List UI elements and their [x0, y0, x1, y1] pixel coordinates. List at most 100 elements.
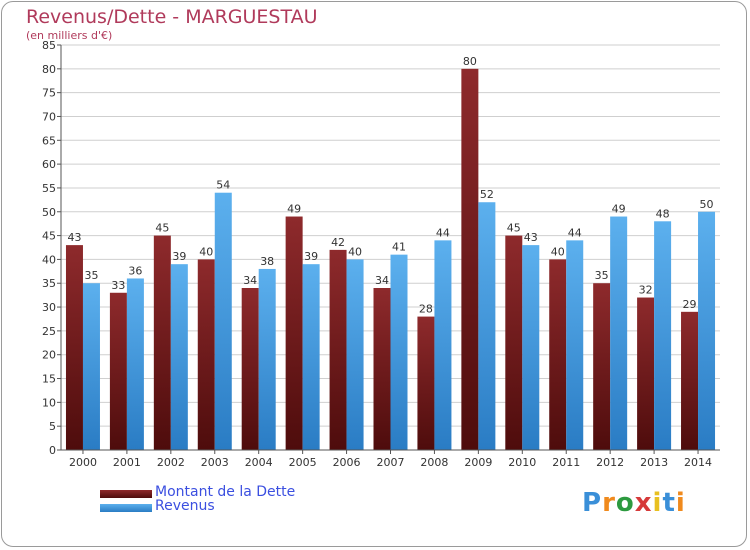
data-label-revenue-2014: 50: [700, 198, 714, 211]
data-label-revenue-2004: 38: [260, 255, 274, 268]
x-tick-label-2011: 2011: [552, 456, 580, 469]
y-axis: 0 5 10 15 20 25 30 35 40 45 50 55 60 65 70 75 80 85: [42, 39, 62, 457]
x-tick-label-2009: 2009: [464, 456, 492, 469]
y-tick-label: 30: [42, 301, 56, 314]
proxiti-logo: Proxiti: [582, 488, 686, 518]
x-tick-label-2007: 2007: [377, 456, 405, 469]
x-tick-label-2003: 2003: [201, 456, 229, 469]
data-label-revenue-2012: 49: [612, 203, 626, 216]
bar-revenue-2003: [214, 192, 232, 451]
bar-revenue-2007: [390, 254, 408, 450]
data-label-debt-2014: 29: [683, 298, 697, 311]
legend-label-debt: Montant de la Dette: [155, 484, 296, 500]
legend-label-revenue: Revenus: [155, 498, 215, 514]
bar-debt-2003: [197, 259, 215, 450]
y-tick-label: 85: [42, 39, 56, 52]
data-label-revenue-2005: 39: [304, 250, 318, 263]
y-tick-label: 50: [42, 206, 56, 219]
bar-revenue-2013: [654, 221, 672, 450]
chart-subtitle: (en milliers d'€): [26, 29, 113, 42]
bar-revenue-2014: [698, 211, 716, 450]
bar-revenue-2010: [522, 245, 540, 450]
data-label-debt-2003: 40: [199, 245, 213, 258]
x-tick-label-2005: 2005: [289, 456, 317, 469]
data-label-revenue-2013: 48: [656, 207, 670, 220]
data-label-revenue-2006: 40: [348, 245, 362, 258]
bar-revenue-2002: [170, 264, 188, 450]
x-tick-label-2006: 2006: [333, 456, 361, 469]
chart-title: Revenus/Dette - MARGUESTAU: [26, 6, 318, 28]
data-label-revenue-2011: 44: [568, 226, 582, 239]
x-tick-label-2008: 2008: [420, 456, 448, 469]
data-label-debt-2009: 80: [463, 55, 477, 68]
bar-debt-2012: [593, 283, 611, 450]
y-tick-label: 25: [42, 325, 56, 338]
data-label-debt-2013: 32: [639, 284, 653, 297]
data-label-debt-2000: 43: [67, 231, 81, 244]
y-tick-label: 70: [42, 110, 56, 123]
x-tick-label-2004: 2004: [245, 456, 273, 469]
bar-revenue-2008: [434, 240, 452, 450]
bar-debt-2010: [505, 235, 523, 450]
bar-debt-2000: [65, 245, 83, 450]
data-label-debt-2008: 28: [419, 303, 433, 316]
y-tick-label: 45: [42, 230, 56, 243]
bar-debt-2013: [637, 297, 655, 450]
data-label-debt-2010: 45: [507, 222, 521, 235]
data-label-debt-2006: 42: [331, 236, 345, 249]
x-tick-label-2010: 2010: [508, 456, 536, 469]
data-label-revenue-2002: 39: [172, 250, 186, 263]
data-label-debt-2005: 49: [287, 203, 301, 216]
y-tick-label: 55: [42, 182, 56, 195]
y-tick-label: 35: [42, 277, 56, 290]
data-label-debt-2012: 35: [595, 269, 609, 282]
y-tick-label: 15: [42, 373, 56, 386]
x-axis: 2000 2001 2002 2003 2004 2005 2006 2007 2008 2009…: [61, 449, 720, 469]
bar-debt-2014: [681, 311, 699, 450]
bar-debt-2008: [417, 316, 435, 450]
y-tick-label: 80: [42, 63, 56, 76]
data-label-debt-2011: 40: [551, 245, 565, 258]
data-label-debt-2001: 33: [111, 279, 125, 292]
bar-revenue-2005: [302, 264, 320, 450]
data-label-revenue-2009: 52: [480, 188, 494, 201]
x-tick-label-2013: 2013: [640, 456, 668, 469]
data-label-revenue-2007: 41: [392, 241, 406, 254]
bar-debt-2001: [109, 292, 127, 450]
data-label-revenue-2003: 54: [216, 179, 230, 192]
x-tick-label-2001: 2001: [113, 456, 141, 469]
bar-revenue-2000: [82, 283, 100, 450]
x-tick-label-2000: 2000: [69, 456, 97, 469]
bar-debt-2004: [241, 288, 259, 450]
x-tick-label-2014: 2014: [684, 456, 712, 469]
bar-revenue-2004: [258, 268, 276, 450]
bar-debt-2011: [549, 259, 567, 450]
y-tick-label: 65: [42, 134, 56, 147]
bar-debt-2009: [461, 68, 479, 450]
data-label-revenue-2001: 36: [128, 264, 142, 277]
bar-debt-2006: [329, 249, 347, 450]
y-tick-label: 10: [42, 396, 56, 409]
x-tick-label-2002: 2002: [157, 456, 185, 469]
bar-debt-2007: [373, 288, 391, 450]
y-tick-label: 20: [42, 349, 56, 362]
data-label-debt-2004: 34: [243, 274, 257, 287]
legend-swatch-debt: [100, 490, 152, 498]
bars: [65, 68, 716, 451]
bar-debt-2002: [153, 235, 171, 450]
data-label-debt-2007: 34: [375, 274, 389, 287]
y-tick-label: 0: [49, 444, 56, 457]
data-label-revenue-2008: 44: [436, 226, 450, 239]
y-tick-label: 60: [42, 158, 56, 171]
bar-revenue-2001: [126, 278, 144, 450]
legend-swatch-revenue: [100, 504, 152, 512]
bar-debt-2005: [285, 216, 303, 450]
y-tick-label: 75: [42, 87, 56, 100]
bar-revenue-2012: [610, 216, 628, 450]
data-label-debt-2002: 45: [155, 222, 169, 235]
bar-revenue-2009: [478, 202, 496, 450]
data-label-revenue-2010: 43: [524, 231, 538, 244]
x-tick-label-2012: 2012: [596, 456, 624, 469]
